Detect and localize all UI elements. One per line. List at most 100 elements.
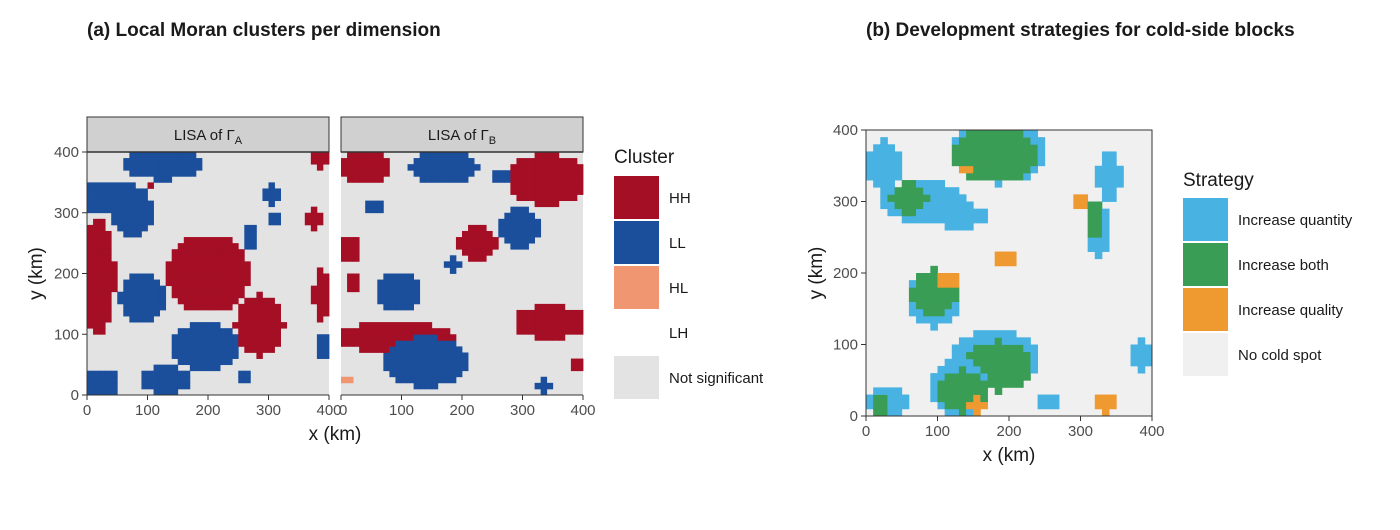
- facet-b-cell: [534, 328, 542, 335]
- facet-b-cell: [498, 224, 505, 232]
- facet-a-cell: [93, 267, 100, 274]
- facet-a-cell: [99, 291, 106, 299]
- facet-a-cell: [195, 358, 203, 366]
- facet-b-cell: [468, 255, 475, 262]
- panel-b-cell: [1073, 201, 1081, 210]
- facet-b-cell: [516, 170, 523, 177]
- facet-a-cell: [117, 212, 124, 220]
- facet-a-cell: [268, 303, 275, 311]
- facet-b-cell: [371, 170, 378, 177]
- facet-b-cell: [510, 243, 517, 250]
- facet-a-cell: [165, 164, 173, 171]
- panel-b-cell: [973, 172, 981, 181]
- facet-b-cell: [570, 170, 578, 177]
- panel-b-cell: [980, 401, 988, 410]
- facet-a-cell: [250, 346, 257, 353]
- facet-b-cell: [401, 328, 408, 335]
- panel-b-cell: [1094, 180, 1103, 188]
- panel-b-cell: [873, 180, 881, 188]
- facet-b-cell: [516, 230, 523, 238]
- panel-b-cell: [951, 194, 960, 202]
- facet-b-cell: [341, 237, 348, 244]
- panel-b-cell: [973, 358, 981, 367]
- panel-b-cell: [1101, 151, 1110, 159]
- panel-b-cell: [973, 337, 981, 345]
- facet-b-cell: [401, 370, 408, 378]
- facet-a-cell: [87, 285, 94, 293]
- facet-b-cell: [431, 382, 439, 390]
- facet-a-cell: [250, 316, 257, 323]
- panel-b-cell: [944, 187, 953, 195]
- facet-b-cell: [498, 230, 505, 238]
- facet-b-cell: [552, 152, 560, 159]
- panel-b-cell: [1094, 251, 1103, 260]
- panel-b-cell: [1051, 394, 1060, 403]
- facet-b-cell: [425, 346, 433, 353]
- facet-b-cell: [516, 309, 523, 317]
- panel-b-cell: [973, 151, 981, 159]
- facet-b-cell: [504, 237, 511, 244]
- panel-b-cell: [944, 308, 953, 317]
- panel-b-cell: [1101, 208, 1110, 217]
- facet-a-cell: [232, 346, 239, 353]
- facet-b-cell: [449, 340, 457, 347]
- facet-b-cell: [534, 322, 542, 329]
- panel-b-cell: [1130, 358, 1139, 367]
- facet-a-cell: [195, 303, 203, 311]
- panel-b-cell: [1080, 194, 1089, 202]
- facet-b-cell: [540, 176, 548, 183]
- facet-a-cell: [250, 230, 257, 238]
- facet-a-cell: [171, 388, 179, 396]
- facet-a-cell: [189, 334, 197, 341]
- panel-b-cell: [944, 273, 953, 281]
- facet-b-cell: [510, 206, 517, 214]
- facet-a-cell: [93, 291, 100, 299]
- panel-b-cell: [930, 315, 938, 324]
- facet-b-cell: [576, 176, 584, 183]
- panel-b-cell: [880, 187, 888, 195]
- facet-b-cell: [359, 340, 366, 347]
- facet-a-cell: [220, 261, 227, 268]
- panel-b-cell: [958, 351, 967, 360]
- facet-b-cell: [540, 194, 548, 202]
- facet-a-cell: [141, 188, 148, 195]
- facet-b-cell: [437, 340, 445, 347]
- facet-b-cell: [468, 164, 475, 171]
- panel-b-y-tick-label: 100: [833, 337, 858, 354]
- panel-b-cell: [1037, 151, 1046, 159]
- facet-a-cell: [129, 285, 136, 293]
- panel-b-cell: [1016, 144, 1024, 152]
- panel-b-cell: [1016, 351, 1024, 360]
- facet-a-strip-label: LISA of ΓA: [174, 127, 243, 147]
- facet-b-cell: [407, 370, 414, 378]
- facet-a-cell: [105, 267, 112, 274]
- panel-b-cell: [951, 408, 960, 417]
- panel-b-cell: [1030, 158, 1038, 167]
- panel-b-cell: [1023, 365, 1031, 374]
- facet-b-cell: [516, 194, 523, 202]
- facet-a-cell: [244, 340, 251, 347]
- panel-b-y-tick-label: 300: [833, 194, 858, 211]
- panel-b-cell: [951, 344, 960, 353]
- facet-a-cell: [238, 322, 245, 329]
- facet-a-cell: [177, 291, 185, 299]
- facet-a-cell: [111, 261, 118, 268]
- facet-b-cell: [474, 164, 481, 171]
- panel-b-cell: [923, 180, 931, 188]
- facet-b-cell: [413, 328, 421, 335]
- panel-b-cell: [1023, 158, 1031, 167]
- facet-a-cell: [123, 212, 130, 220]
- facet-a-cell: [316, 297, 324, 305]
- facet-a-cell: [201, 237, 209, 244]
- facet-b-cell: [540, 152, 548, 159]
- panel-b-cell: [873, 172, 881, 181]
- facet-b-cell: [413, 340, 421, 347]
- facet-b-cell: [413, 364, 421, 372]
- cluster-legend-label: HH: [669, 190, 691, 207]
- facet-a-cell: [322, 273, 330, 280]
- facet-a-cell: [232, 261, 239, 268]
- facet-a-cell: [189, 267, 197, 274]
- facet-a-cell: [226, 346, 233, 353]
- facet-a-cell: [195, 364, 203, 372]
- facet-b-cell: [528, 224, 535, 232]
